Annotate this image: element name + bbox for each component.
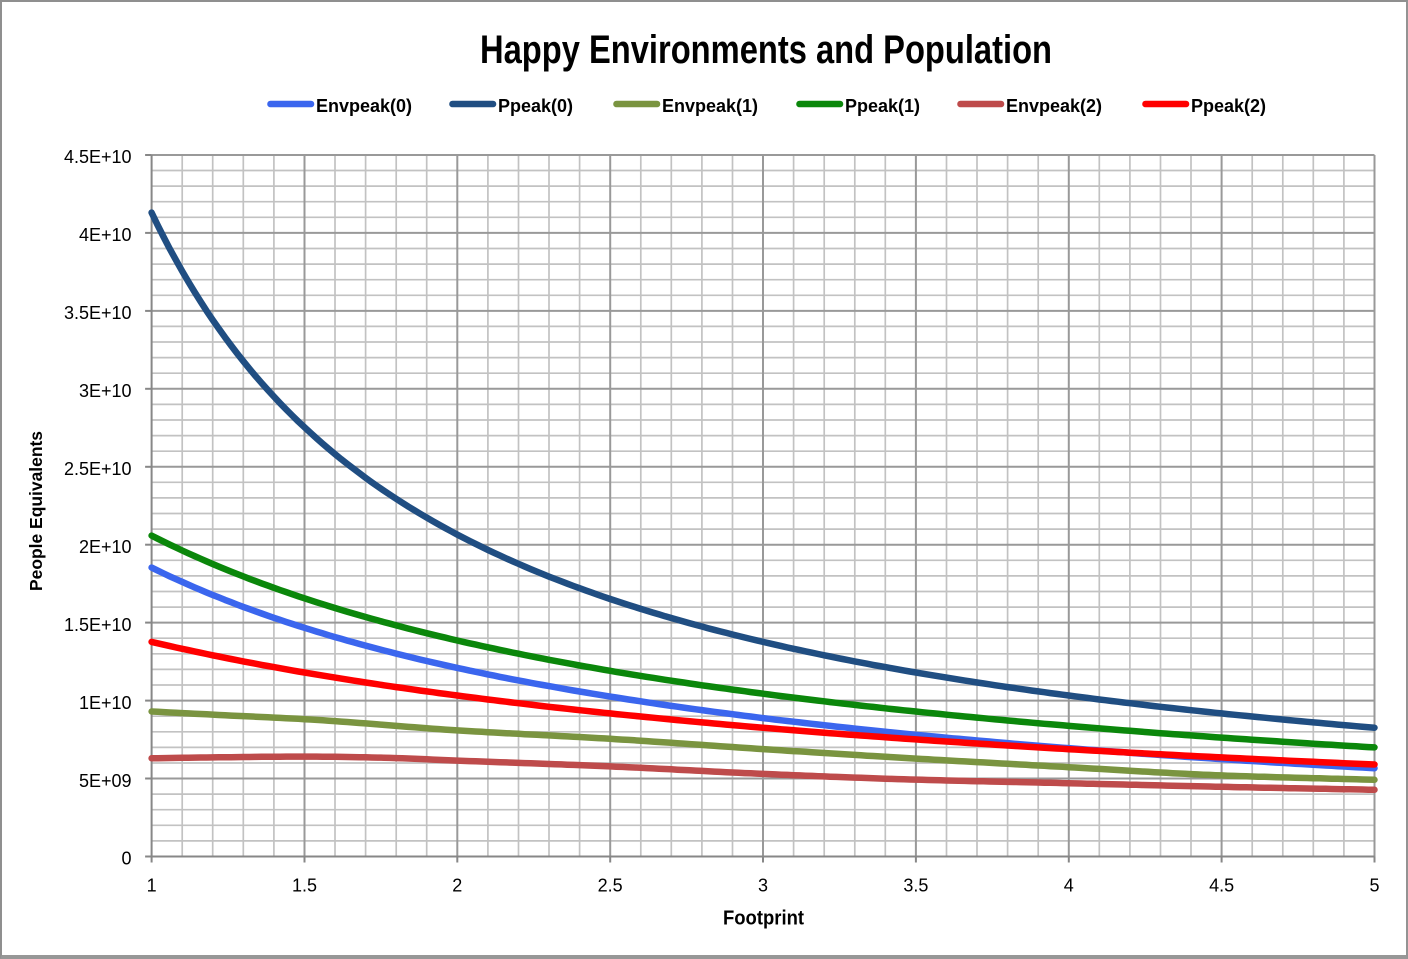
svg-text:1.5: 1.5: [292, 875, 317, 895]
svg-text:2E+10: 2E+10: [79, 537, 132, 557]
svg-text:Ppeak(2): Ppeak(2): [1191, 96, 1266, 116]
svg-text:5E+09: 5E+09: [79, 771, 132, 791]
svg-text:5: 5: [1369, 875, 1379, 895]
svg-text:2.5E+10: 2.5E+10: [64, 459, 132, 479]
svg-text:0: 0: [121, 849, 131, 869]
svg-text:Envpeak(1): Envpeak(1): [662, 96, 758, 116]
svg-text:4E+10: 4E+10: [79, 225, 132, 245]
svg-text:3.5E+10: 3.5E+10: [64, 303, 132, 323]
svg-text:4: 4: [1064, 875, 1074, 895]
svg-text:1E+10: 1E+10: [79, 693, 132, 713]
svg-text:2.5: 2.5: [598, 875, 623, 895]
svg-text:Ppeak(0): Ppeak(0): [498, 96, 573, 116]
svg-text:Envpeak(2): Envpeak(2): [1006, 96, 1102, 116]
svg-text:3.5: 3.5: [903, 875, 928, 895]
svg-text:4.5: 4.5: [1209, 875, 1234, 895]
svg-text:Footprint: Footprint: [723, 908, 804, 930]
svg-text:1: 1: [147, 875, 157, 895]
svg-text:Happy Environments and Populat: Happy Environments and Population: [480, 28, 1052, 72]
svg-text:3E+10: 3E+10: [79, 381, 132, 401]
svg-text:4.5E+10: 4.5E+10: [64, 147, 132, 167]
svg-text:People Equivalents: People Equivalents: [26, 431, 46, 591]
svg-text:3: 3: [758, 875, 768, 895]
svg-text:2: 2: [452, 875, 462, 895]
svg-text:1.5E+10: 1.5E+10: [64, 615, 132, 635]
svg-text:Ppeak(1): Ppeak(1): [845, 96, 920, 116]
svg-text:Envpeak(0): Envpeak(0): [316, 96, 412, 116]
